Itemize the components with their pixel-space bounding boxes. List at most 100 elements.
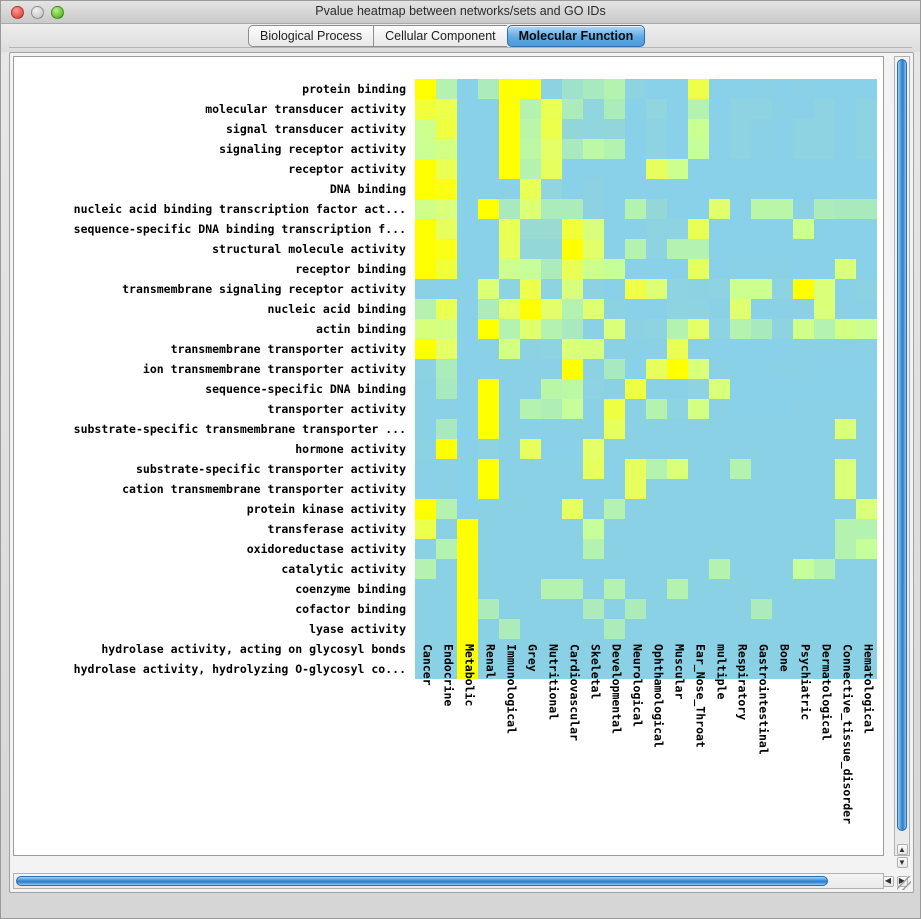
heatmap-cell[interactable]	[793, 239, 814, 259]
heatmap-cell[interactable]	[646, 239, 667, 259]
heatmap-cell[interactable]	[709, 279, 730, 299]
heatmap-cell[interactable]	[856, 99, 877, 119]
heatmap-cell[interactable]	[604, 299, 625, 319]
heatmap-cell[interactable]	[583, 339, 604, 359]
heatmap-cell[interactable]	[751, 659, 772, 679]
heatmap-cell[interactable]	[499, 419, 520, 439]
heatmap-cell[interactable]	[499, 319, 520, 339]
heatmap-cell[interactable]	[667, 139, 688, 159]
heatmap-cell[interactable]	[457, 399, 478, 419]
heatmap-cell[interactable]	[604, 259, 625, 279]
heatmap-cell[interactable]	[520, 659, 541, 679]
heatmap-cell[interactable]	[856, 419, 877, 439]
heatmap-cell[interactable]	[772, 619, 793, 639]
heatmap-cell[interactable]	[814, 499, 835, 519]
heatmap-cell[interactable]	[730, 559, 751, 579]
heatmap-cell[interactable]	[772, 639, 793, 659]
heatmap-cell[interactable]	[751, 299, 772, 319]
heatmap-cell[interactable]	[457, 519, 478, 539]
heatmap-cell[interactable]	[772, 279, 793, 299]
heatmap-cell[interactable]	[751, 259, 772, 279]
heatmap-cell[interactable]	[436, 619, 457, 639]
heatmap-cell[interactable]	[751, 199, 772, 219]
heatmap-cell[interactable]	[625, 399, 646, 419]
heatmap-cell[interactable]	[541, 419, 562, 439]
heatmap-cell[interactable]	[646, 499, 667, 519]
heatmap-cell[interactable]	[772, 139, 793, 159]
heatmap-cell[interactable]	[793, 279, 814, 299]
heatmap-cell[interactable]	[499, 259, 520, 279]
heatmap-cell[interactable]	[604, 159, 625, 179]
heatmap-cell[interactable]	[835, 659, 856, 679]
heatmap-cell[interactable]	[856, 359, 877, 379]
heatmap-cell[interactable]	[541, 479, 562, 499]
heatmap-cell[interactable]	[793, 259, 814, 279]
heatmap-cell[interactable]	[730, 519, 751, 539]
heatmap-cell[interactable]	[499, 199, 520, 219]
heatmap-cell[interactable]	[499, 219, 520, 239]
heatmap-cell[interactable]	[709, 459, 730, 479]
heatmap-cell[interactable]	[751, 319, 772, 339]
heatmap-cell[interactable]	[541, 639, 562, 659]
heatmap-cell[interactable]	[415, 379, 436, 399]
heatmap-cell[interactable]	[814, 419, 835, 439]
heatmap-cell[interactable]	[730, 219, 751, 239]
heatmap-cell[interactable]	[499, 519, 520, 539]
heatmap-cell[interactable]	[478, 259, 499, 279]
heatmap-cell[interactable]	[604, 659, 625, 679]
heatmap-cell[interactable]	[562, 259, 583, 279]
heatmap-cell[interactable]	[730, 279, 751, 299]
heatmap-cell[interactable]	[604, 499, 625, 519]
heatmap-cell[interactable]	[646, 479, 667, 499]
heatmap-cell[interactable]	[688, 479, 709, 499]
heatmap-cell[interactable]	[478, 439, 499, 459]
heatmap-cell[interactable]	[730, 99, 751, 119]
heatmap-cell[interactable]	[583, 659, 604, 679]
heatmap-cell[interactable]	[436, 99, 457, 119]
heatmap-cell[interactable]	[856, 539, 877, 559]
heatmap-cell[interactable]	[814, 599, 835, 619]
heatmap-cell[interactable]	[499, 439, 520, 459]
heatmap-cell[interactable]	[625, 499, 646, 519]
heatmap-cell[interactable]	[667, 559, 688, 579]
heatmap-cell[interactable]	[856, 559, 877, 579]
heatmap-cell[interactable]	[562, 619, 583, 639]
heatmap-cell[interactable]	[541, 619, 562, 639]
heatmap-cell[interactable]	[583, 419, 604, 439]
heatmap-cell[interactable]	[520, 359, 541, 379]
heatmap-cell[interactable]	[646, 219, 667, 239]
heatmap-cell[interactable]	[583, 159, 604, 179]
close-icon[interactable]	[11, 6, 24, 19]
heatmap-cell[interactable]	[415, 359, 436, 379]
heatmap-cell[interactable]	[814, 359, 835, 379]
heatmap-cell[interactable]	[541, 299, 562, 319]
heatmap-cell[interactable]	[625, 139, 646, 159]
heatmap-cell[interactable]	[751, 279, 772, 299]
heatmap-cell[interactable]	[646, 599, 667, 619]
heatmap-cell[interactable]	[793, 479, 814, 499]
heatmap-cell[interactable]	[835, 619, 856, 639]
heatmap-cell[interactable]	[625, 359, 646, 379]
heatmap-cell[interactable]	[688, 259, 709, 279]
heatmap-cell[interactable]	[520, 459, 541, 479]
heatmap-cell[interactable]	[835, 379, 856, 399]
heatmap-cell[interactable]	[499, 79, 520, 99]
heatmap-cell[interactable]	[709, 659, 730, 679]
heatmap-cell[interactable]	[604, 399, 625, 419]
heatmap-cell[interactable]	[436, 319, 457, 339]
heatmap-cell[interactable]	[541, 539, 562, 559]
heatmap-cell[interactable]	[667, 259, 688, 279]
heatmap-cell[interactable]	[730, 619, 751, 639]
heatmap-cell[interactable]	[646, 419, 667, 439]
heatmap-cell[interactable]	[583, 559, 604, 579]
heatmap-cell[interactable]	[751, 219, 772, 239]
heatmap-cell[interactable]	[856, 239, 877, 259]
heatmap-cell[interactable]	[520, 439, 541, 459]
heatmap-cell[interactable]	[478, 199, 499, 219]
heatmap-cell[interactable]	[667, 539, 688, 559]
heatmap-cell[interactable]	[604, 139, 625, 159]
heatmap-cell[interactable]	[772, 659, 793, 679]
heatmap-cell[interactable]	[772, 379, 793, 399]
heatmap-cell[interactable]	[583, 199, 604, 219]
heatmap-cell[interactable]	[667, 119, 688, 139]
